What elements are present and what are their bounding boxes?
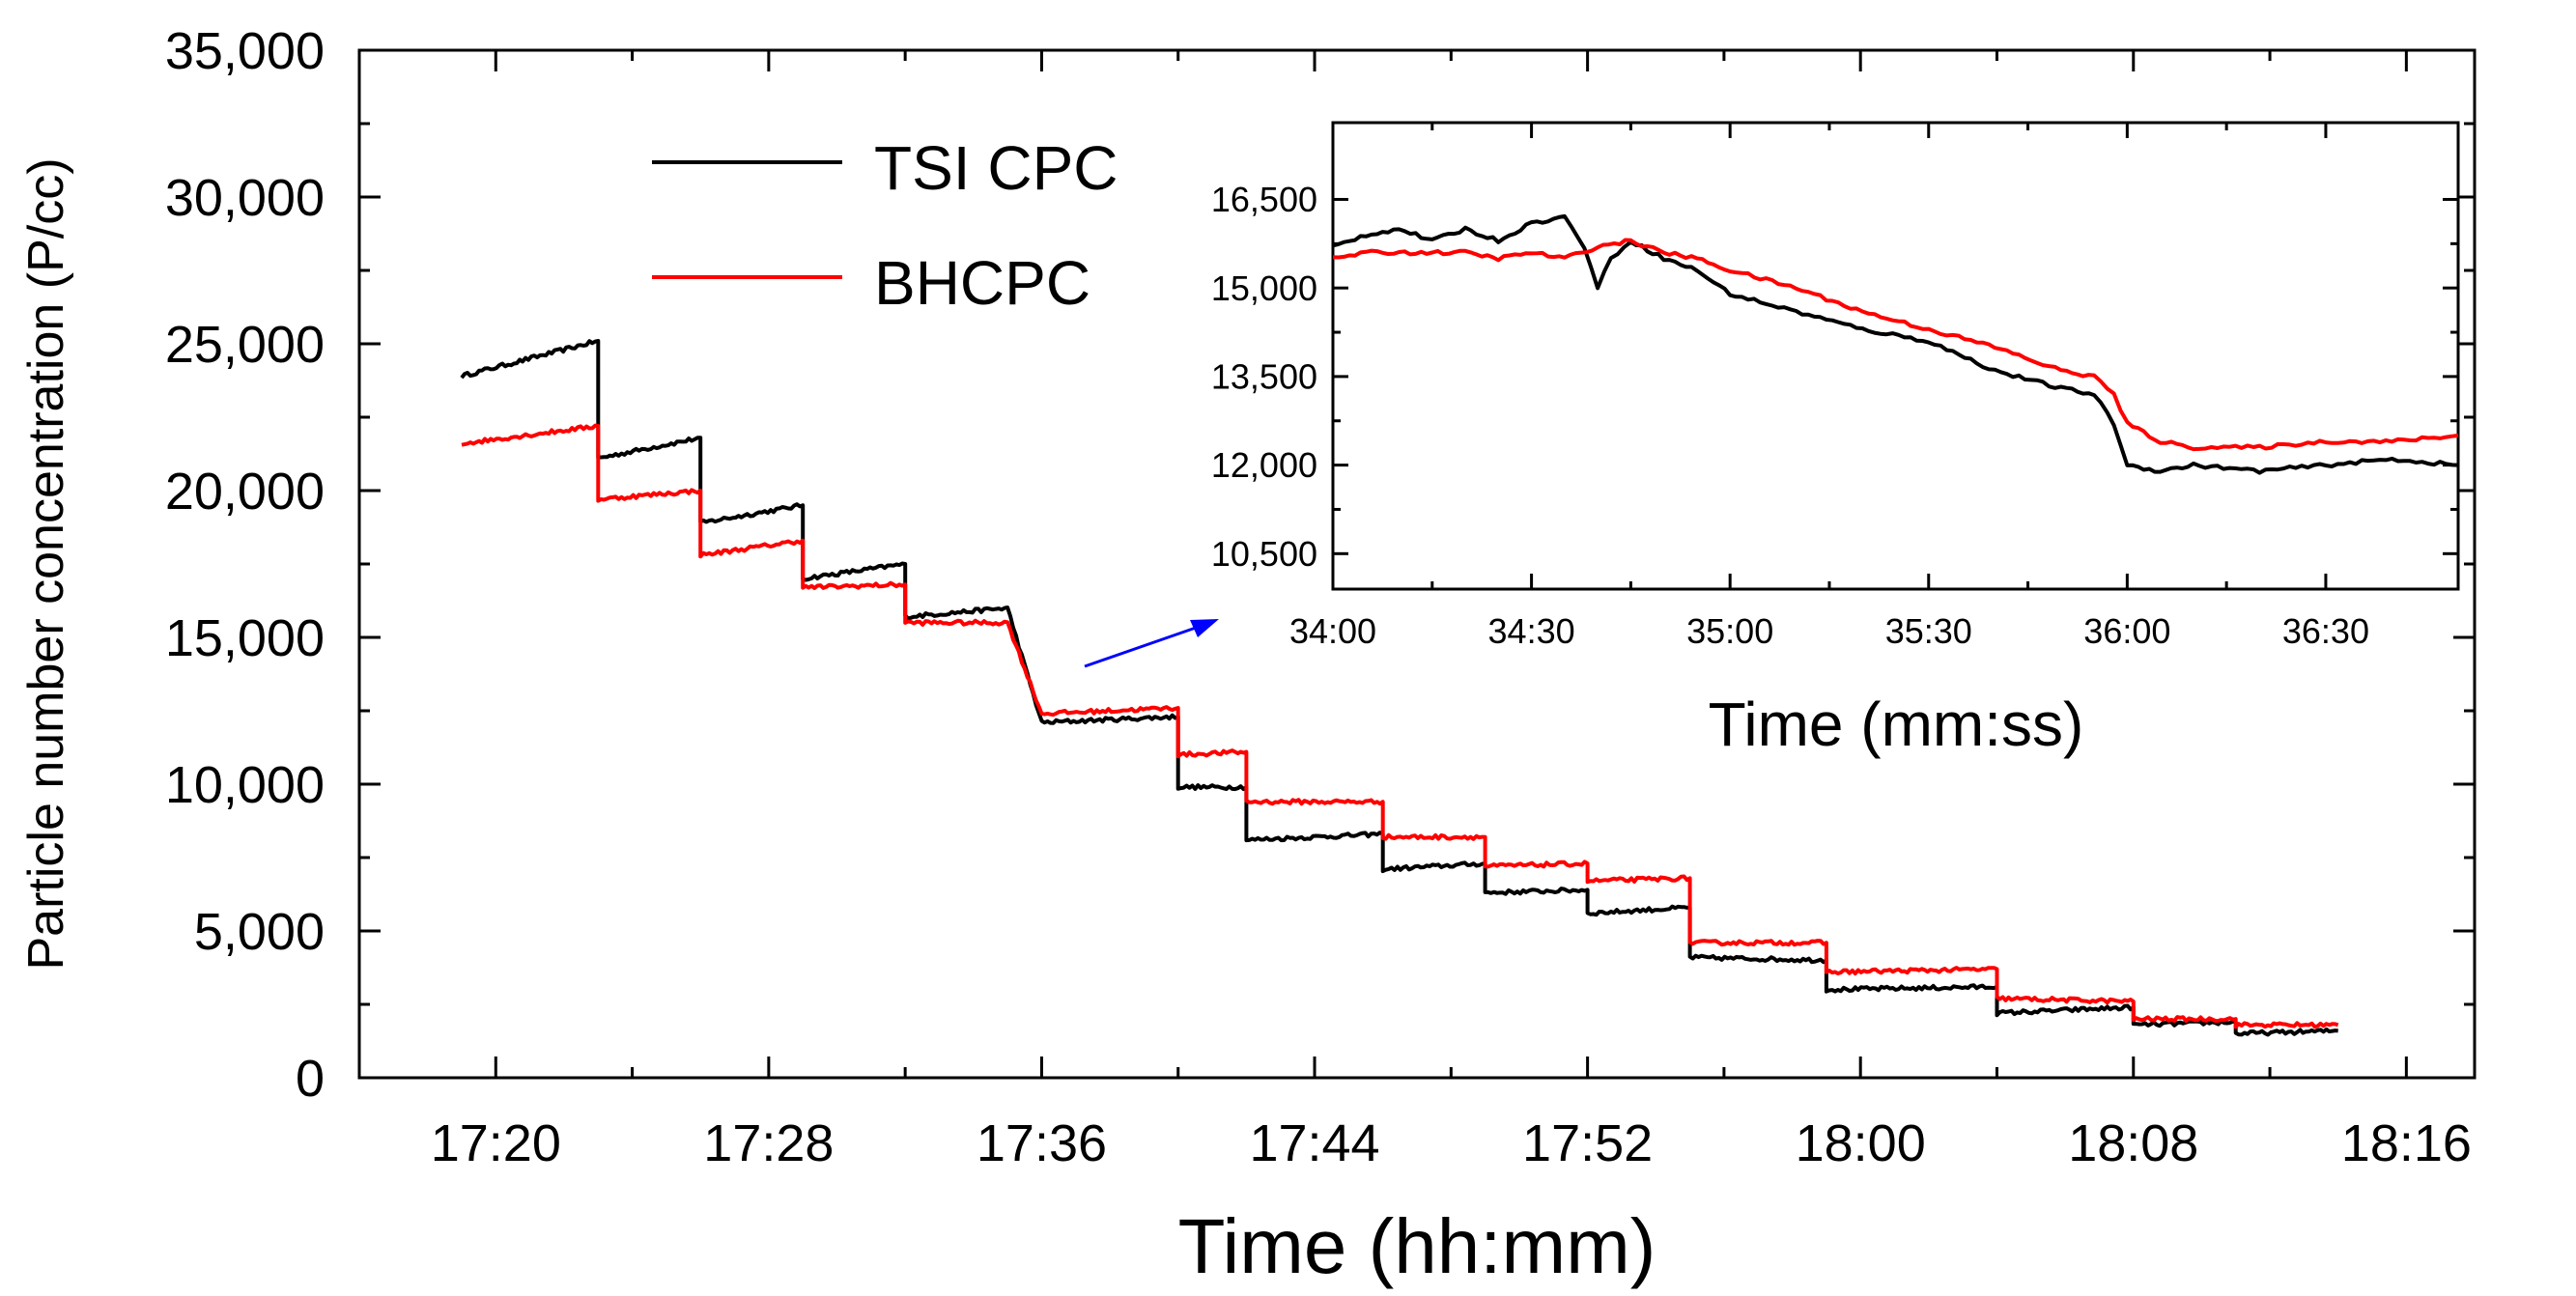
series-line-bhcpc bbox=[1332, 238, 2459, 452]
main-x-tick-label: 18:00 bbox=[1796, 1114, 1926, 1172]
inset-plot-frame bbox=[1331, 121, 2460, 591]
main-x-tick-labels: 17:20 17:28 17:36 17:44 17:52 18:00 18:08 18:16 bbox=[431, 1114, 2472, 1172]
main-series-lines bbox=[460, 339, 2339, 1037]
inset-pointer-arrow bbox=[1084, 619, 1219, 668]
main-y-tick-labels: 0 5,000 10,000 15,000 20,000 25,000 30,000 35,0… bbox=[165, 22, 325, 1108]
inset-background bbox=[1333, 123, 2458, 589]
main-x-axis-title: Time (hh:mm) bbox=[1178, 1203, 1656, 1289]
main-axis-ticks bbox=[359, 48, 2475, 1080]
inset-x-tick-labels: 34:00 34:30 35:00 35:30 36:00 36:30 bbox=[1289, 611, 2369, 651]
main-x-tick-label: 17:52 bbox=[1522, 1114, 1653, 1172]
inset-series-lines bbox=[1332, 213, 2459, 475]
inset-x-tick-label: 35:30 bbox=[1885, 611, 1972, 651]
main-y-tick-label: 25,000 bbox=[165, 316, 325, 374]
inset-y-tick-label: 10,500 bbox=[1211, 534, 1317, 574]
inset-y-tick-label: 13,500 bbox=[1211, 356, 1317, 396]
inset-x-tick-label: 34:00 bbox=[1289, 611, 1376, 651]
main-x-tick-label: 18:16 bbox=[2341, 1114, 2472, 1172]
main-x-tick-label: 17:20 bbox=[431, 1114, 561, 1172]
legend-label-tsi-cpc: TSI CPC bbox=[874, 133, 1118, 203]
main-y-tick-label: 15,000 bbox=[165, 609, 325, 667]
main-y-tick-label: 20,000 bbox=[165, 463, 325, 521]
main-y-axis-title: Particle number concentration (P/cc) bbox=[18, 157, 74, 970]
inset-y-tick-labels: 10,500 12,000 13,500 15,000 16,500 bbox=[1211, 180, 1317, 574]
main-y-tick-label: 10,000 bbox=[165, 756, 325, 814]
inset-x-tick-label: 34:30 bbox=[1488, 611, 1575, 651]
series-line-bhcpc bbox=[461, 423, 2339, 1029]
main-x-tick-label: 17:36 bbox=[977, 1114, 1107, 1172]
series-line-tsi-cpc bbox=[1332, 213, 2459, 475]
main-x-tick-label: 17:44 bbox=[1249, 1114, 1379, 1172]
inset-x-tick-label: 35:00 bbox=[1686, 611, 1773, 651]
main-x-tick-label: 17:28 bbox=[703, 1114, 834, 1172]
inset-x-tick-label: 36:00 bbox=[2083, 611, 2170, 651]
main-y-tick-label: 5,000 bbox=[194, 903, 325, 961]
inset-y-tick-label: 15,000 bbox=[1211, 268, 1317, 308]
legend-label-bhcpc: BHCPC bbox=[874, 248, 1090, 318]
inset-y-tick-label: 16,500 bbox=[1211, 180, 1317, 219]
main-chart: 0 5,000 10,000 15,000 20,000 25,000 30,000 35,0… bbox=[18, 22, 2477, 1289]
main-y-tick-label: 0 bbox=[296, 1050, 325, 1108]
main-x-tick-label: 18:08 bbox=[2068, 1114, 2198, 1172]
legend: TSI CPC BHCPC bbox=[652, 133, 1118, 318]
series-line-tsi-cpc bbox=[460, 339, 2338, 1037]
inset-x-tick-label: 36:30 bbox=[2282, 611, 2369, 651]
main-y-tick-label: 35,000 bbox=[165, 22, 325, 80]
main-y-tick-label: 30,000 bbox=[165, 169, 325, 227]
inset-y-tick-label: 12,000 bbox=[1211, 445, 1317, 485]
inset-chart: 10,500 12,000 13,500 15,000 16,500 34:00 34:3… bbox=[1211, 121, 2460, 759]
inset-x-axis-title: Time (mm:ss) bbox=[1709, 690, 2084, 759]
